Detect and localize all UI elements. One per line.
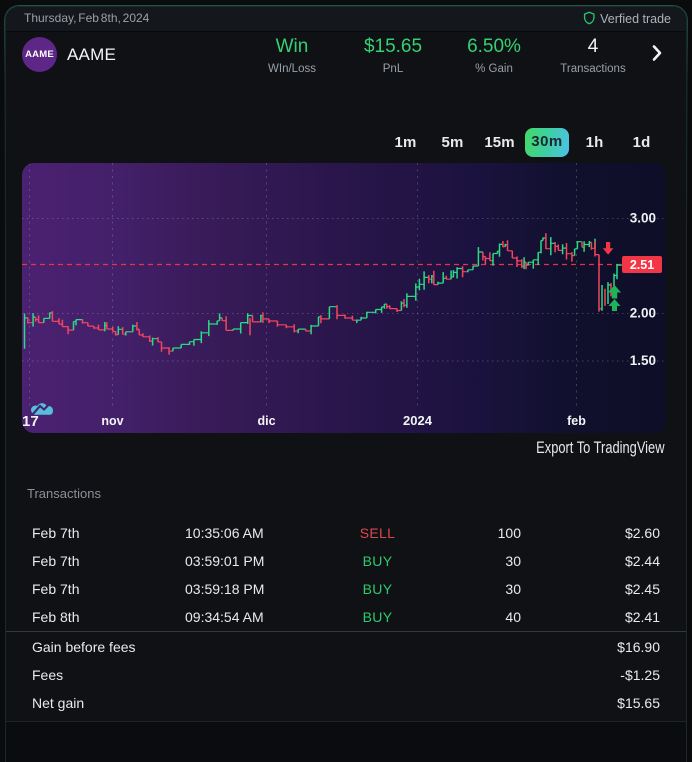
svg-text:nov: nov — [101, 414, 123, 428]
svg-text:2.00: 2.00 — [630, 306, 656, 321]
svg-text:feb: feb — [567, 414, 586, 428]
svg-text:2.51: 2.51 — [630, 258, 654, 272]
svg-text:dic: dic — [257, 414, 275, 428]
svg-text:1.50: 1.50 — [630, 353, 656, 368]
svg-text:3.00: 3.00 — [630, 211, 656, 226]
svg-text:2024: 2024 — [403, 413, 433, 428]
svg-text:17: 17 — [22, 413, 39, 430]
